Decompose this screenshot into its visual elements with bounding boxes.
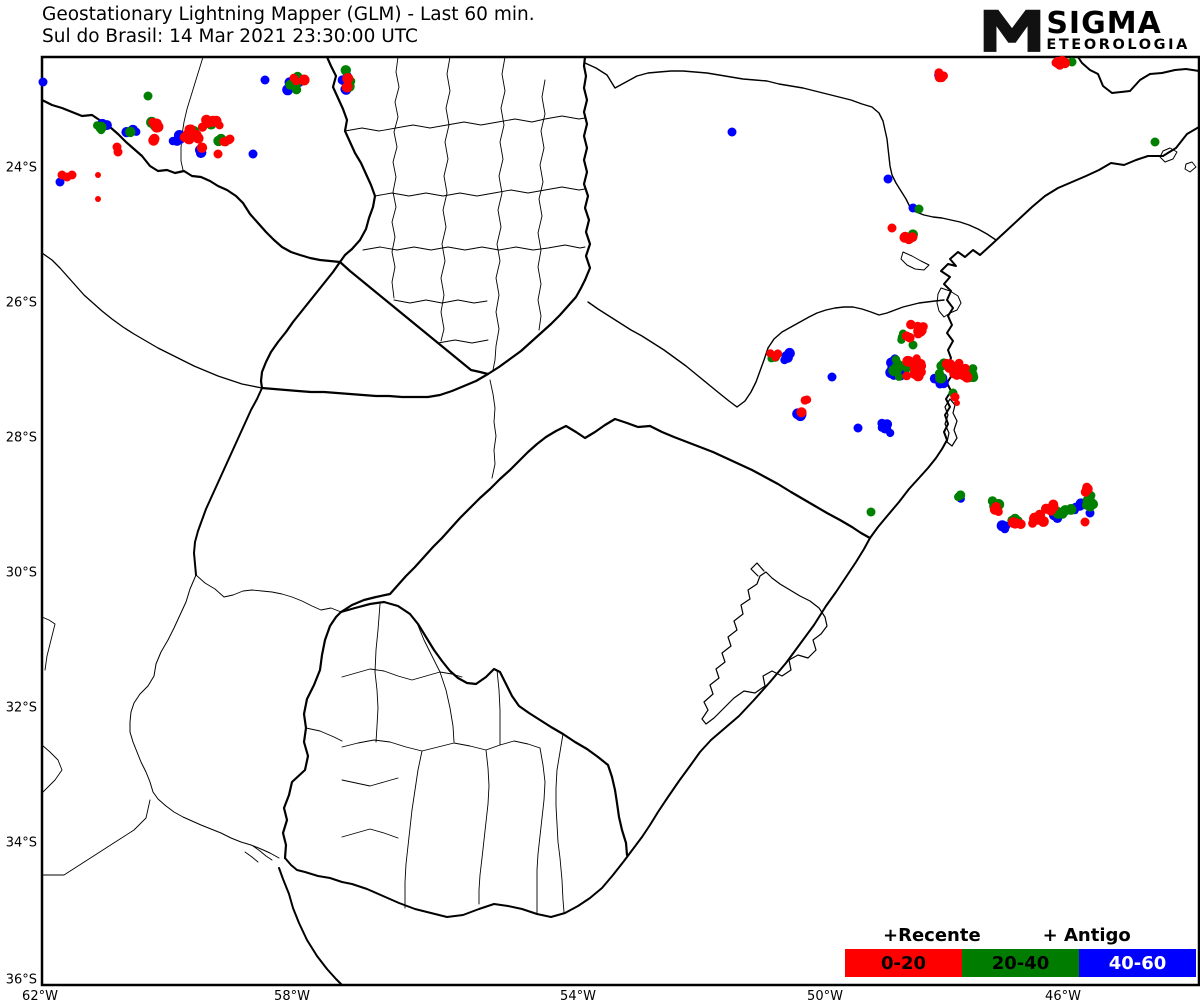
lightning-dot: [95, 121, 107, 133]
lightning-dot: [196, 142, 208, 153]
legend-bin-0-20: 0-20: [845, 949, 962, 977]
lightning-dot: [341, 82, 353, 93]
lightning-dot: [1082, 495, 1094, 507]
lightning-dot: [211, 115, 222, 127]
lightning-dot: [179, 132, 190, 143]
lightning-dot: [1065, 504, 1077, 515]
lightning-dot: [95, 172, 101, 178]
lightning-dot: [916, 367, 926, 377]
lightning-dot: [1150, 137, 1160, 147]
lightning-dot: [800, 396, 810, 405]
lightning-dot: [888, 365, 900, 376]
lightning-dot: [291, 85, 302, 95]
lightning-dot: [954, 358, 964, 368]
lightning-dot: [899, 232, 911, 243]
lightning-dot: [248, 149, 258, 159]
map-title: Geostationary Lightning Mapper (GLM) - L…: [42, 4, 535, 48]
lightning-dot: [772, 352, 781, 361]
lightning-dot: [954, 400, 960, 406]
lightning-dot: [184, 124, 194, 134]
lightning-dot: [340, 65, 351, 76]
lon-tick-46°W: 46°W: [1045, 989, 1081, 1004]
legend-bin-40-60: 40-60: [1079, 949, 1196, 977]
lightning-dot: [342, 73, 354, 85]
legend: +Recente + Antigo 0-20 20-40 40-60: [845, 925, 1196, 977]
lightning-dots: [38, 55, 1160, 534]
lightning-dot: [782, 353, 793, 363]
map-frame: [40, 55, 1200, 987]
lon-tick-54°W: 54°W: [560, 989, 596, 1004]
title-line-2: Sul do Brasil: 14 Mar 2021 23:30:00 UTC: [42, 26, 418, 47]
sigma-m-icon: [980, 3, 1044, 59]
lightning-dot: [1001, 521, 1011, 531]
lightning-dot: [955, 490, 966, 500]
lightning-dot: [914, 204, 924, 214]
logo-word-sigma: SIGMA: [1046, 5, 1162, 41]
lightning-dot: [289, 73, 298, 83]
lat-tick-26°S: 26°S: [5, 295, 37, 311]
lightning-dot: [67, 170, 77, 180]
lightning-dot: [908, 340, 918, 350]
lon-tick-62°W: 62°W: [22, 989, 58, 1004]
lightning-dot: [936, 72, 947, 83]
legend-bin-20-40: 20-40: [962, 949, 1079, 977]
title-line-1: Geostationary Lightning Mapper (GLM) - L…: [42, 4, 535, 25]
lightning-dot: [915, 322, 926, 332]
map-borders: [40, 55, 1200, 986]
logo-word-meteorologia: ETEOROLOGIA: [1046, 36, 1190, 53]
legend-color-bar: 0-20 20-40 40-60: [845, 949, 1196, 977]
lightning-dot: [152, 122, 161, 131]
lightning-dot: [727, 127, 737, 137]
lon-tick-50°W: 50°W: [807, 989, 843, 1004]
lightning-dot: [225, 134, 235, 144]
lightning-dot: [143, 91, 153, 101]
lightning-dot: [989, 504, 1001, 515]
lightning-dot: [298, 74, 310, 86]
lightning-dot: [866, 507, 876, 517]
lat-tick-34°S: 34°S: [5, 835, 37, 851]
lightning-dot: [968, 364, 978, 373]
lightning-dot: [906, 319, 916, 330]
lat-tick-30°S: 30°S: [5, 565, 37, 581]
lightning-dot: [887, 223, 897, 233]
lightning-dot: [260, 75, 270, 85]
lightning-dot: [193, 133, 204, 144]
lightning-dot: [796, 407, 807, 418]
lightning-dot: [213, 149, 223, 159]
legend-recent-label: +Recente: [883, 925, 981, 946]
lightning-dot: [149, 134, 159, 144]
lightning-dot: [935, 373, 946, 384]
lightning-dot: [1047, 505, 1057, 515]
lightning-dot: [1010, 519, 1020, 529]
sigma-meteorologia-logo: SIGMA ETEOROLOGIA: [980, 3, 1190, 59]
lightning-dot: [38, 77, 48, 87]
lightning-dot: [959, 369, 971, 380]
lightning-dot: [1081, 483, 1093, 495]
lightning-dot: [901, 331, 912, 341]
lightning-dot: [902, 371, 912, 381]
legend-old-label: + Antigo: [1042, 925, 1131, 946]
lat-tick-36°S: 36°S: [5, 972, 37, 988]
lat-tick-32°S: 32°S: [5, 700, 37, 716]
lightning-dot: [877, 423, 887, 432]
lightning-dot: [1080, 517, 1090, 527]
lightning-dot: [883, 174, 893, 184]
lightning-dot: [827, 372, 837, 382]
lightning-dot: [125, 126, 136, 138]
lightning-dot: [853, 423, 863, 433]
lightning-dot: [113, 147, 123, 157]
lat-tick-24°S: 24°S: [5, 160, 37, 176]
lightning-dot: [1032, 514, 1043, 525]
lightning-dot: [950, 392, 960, 402]
lightning-dot: [55, 177, 65, 187]
lightning-dot: [95, 196, 101, 202]
lon-tick-58°W: 58°W: [274, 989, 310, 1004]
lightning-dot: [201, 114, 212, 126]
lat-tick-28°S: 28°S: [5, 430, 37, 446]
lightning-dot: [902, 355, 913, 367]
lightning-dot: [1053, 60, 1062, 69]
